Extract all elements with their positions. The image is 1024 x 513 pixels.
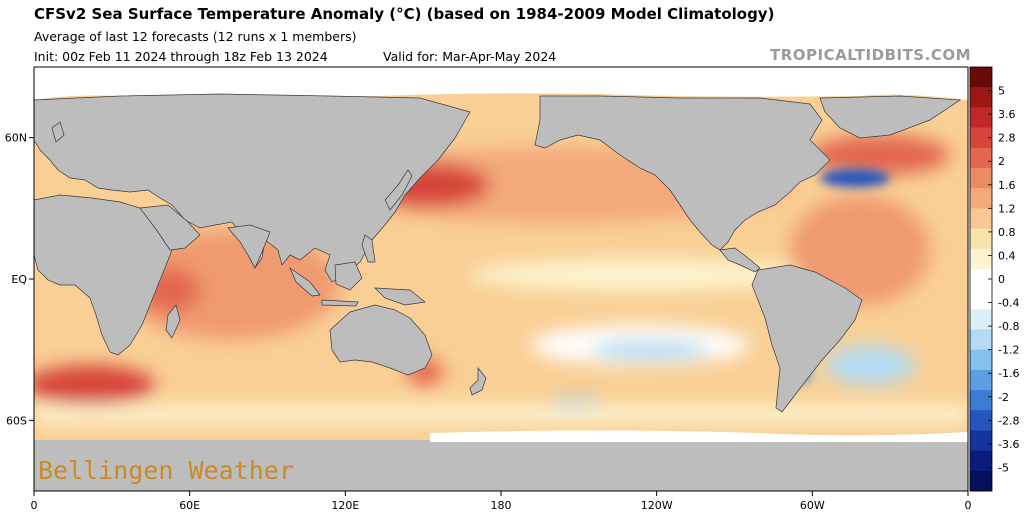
colorbar-swatch bbox=[970, 309, 992, 330]
antarctica bbox=[34, 440, 968, 491]
philippines-landmass bbox=[361, 234, 376, 263]
colorbar-label: -2.8 bbox=[998, 414, 1019, 427]
new-zealand-landmass bbox=[469, 367, 487, 396]
chart-title: CFSv2 Sea Surface Temperature Anomaly (°… bbox=[34, 5, 775, 23]
colorbar-swatch bbox=[970, 208, 992, 230]
anomaly-north-atlantic bbox=[810, 135, 950, 175]
colorbar-label: 0.8 bbox=[998, 226, 1016, 239]
colorbar-label: 3.6 bbox=[998, 108, 1016, 121]
colorbar-swatch bbox=[970, 147, 992, 169]
colorbar-swatch bbox=[970, 228, 992, 250]
anomaly-south-atlantic-cool bbox=[825, 345, 915, 385]
colorbar-swatch bbox=[970, 167, 992, 189]
colorbar-swatch bbox=[970, 450, 992, 472]
colorbar-label: -2 bbox=[998, 391, 1009, 404]
colorbar-label: -1.2 bbox=[998, 344, 1019, 357]
colorbar-label: 2 bbox=[998, 155, 1005, 168]
colorbar-swatch bbox=[970, 107, 992, 129]
colorbar-label: 1.6 bbox=[998, 179, 1016, 192]
colorbar-swatch bbox=[970, 248, 992, 270]
colorbar-label: 0.4 bbox=[998, 249, 1016, 262]
borneo-landmass bbox=[334, 261, 363, 291]
x-tick-label: 60E bbox=[179, 499, 200, 512]
madagascar-landmass bbox=[165, 304, 181, 339]
colorbar: 5 3.6 2.8 2 1.6 1.2 0.8 0.4 0 -0.4 -0.8 -1.2 -1.6 -2 -… bbox=[969, 66, 1019, 492]
x-tick-label: 120W bbox=[641, 499, 673, 512]
central-america-landmass bbox=[719, 247, 761, 273]
colorbar-swatch bbox=[970, 67, 992, 88]
colorbar-label: 1.2 bbox=[998, 202, 1016, 215]
x-tick-label: 0 bbox=[31, 499, 38, 512]
y-tick-label: 60N bbox=[5, 132, 27, 145]
colorbar-swatch bbox=[970, 430, 992, 452]
japan-landmass bbox=[384, 169, 413, 211]
colorbar-label: -0.4 bbox=[998, 297, 1019, 310]
chart-subtitle: Average of last 12 forecasts (12 runs x … bbox=[34, 29, 357, 44]
colorbar-swatch bbox=[970, 390, 992, 411]
y-axis: 60N EQ 60S bbox=[5, 132, 34, 427]
init-time-label: Init: 00z Feb 11 2024 through 18z Feb 13… bbox=[34, 49, 328, 64]
colorbar-swatch bbox=[970, 289, 992, 310]
colorbar-label: -0.8 bbox=[998, 320, 1019, 333]
java-landmass bbox=[321, 299, 359, 307]
africa-landmass bbox=[34, 194, 173, 356]
y-tick-label: 60S bbox=[6, 414, 27, 427]
colorbar-label: -3.6 bbox=[998, 438, 1019, 451]
australia-landmass bbox=[329, 304, 433, 376]
north-america-landmass bbox=[534, 95, 831, 251]
valid-time-label: Valid for: Mar-Apr-May 2024 bbox=[383, 49, 557, 64]
x-tick-label: 180 bbox=[491, 499, 512, 512]
x-axis: 0 60E 120E 180 120W 60W 0 bbox=[31, 491, 972, 512]
colorbar-swatch bbox=[970, 329, 992, 351]
colorbar-swatch bbox=[970, 87, 992, 108]
south-america-landmass bbox=[751, 264, 863, 413]
colorbar-swatch bbox=[970, 369, 992, 391]
colorbar-swatch bbox=[970, 470, 992, 492]
anomaly-labrador-cold bbox=[820, 169, 890, 187]
colorbar-label: -1.6 bbox=[998, 367, 1019, 380]
colorbar-swatch bbox=[970, 349, 992, 371]
colorbar-swatch bbox=[970, 268, 992, 290]
colorbar-label: 0 bbox=[998, 273, 1005, 286]
british-isles-landmass bbox=[51, 121, 65, 143]
anomaly-south-pacific-cool bbox=[590, 340, 710, 360]
colorbar-swatch bbox=[970, 188, 992, 209]
colorbar-swatch bbox=[970, 127, 992, 149]
anomaly-equatorial-pacific bbox=[470, 259, 810, 291]
watermark: Bellingen Weather bbox=[38, 456, 294, 485]
x-tick-label: 0 bbox=[965, 499, 972, 512]
colorbar-label: 5 bbox=[998, 85, 1005, 98]
x-tick-label: 60W bbox=[800, 499, 825, 512]
antarctic-ice-shelf bbox=[430, 430, 968, 442]
eurasia-landmass bbox=[34, 93, 471, 283]
greenland-landmass bbox=[819, 95, 962, 139]
site-credit: TROPICALTIDBITS.COM bbox=[770, 46, 971, 64]
x-tick-label: 120E bbox=[331, 499, 359, 512]
india-landmass bbox=[227, 224, 271, 269]
anomaly-agulhas bbox=[34, 365, 155, 405]
colorbar-label: 2.8 bbox=[998, 132, 1016, 145]
colorbar-swatch bbox=[970, 410, 992, 431]
anomaly-southern-ocean-band bbox=[34, 405, 968, 423]
y-tick-label: EQ bbox=[11, 273, 27, 286]
new-guinea-landmass bbox=[374, 287, 426, 306]
arctic-region bbox=[34, 67, 968, 100]
arabia-landmass bbox=[139, 204, 201, 251]
sumatra-landmass bbox=[289, 267, 321, 297]
colorbar-label: -5 bbox=[998, 461, 1009, 474]
